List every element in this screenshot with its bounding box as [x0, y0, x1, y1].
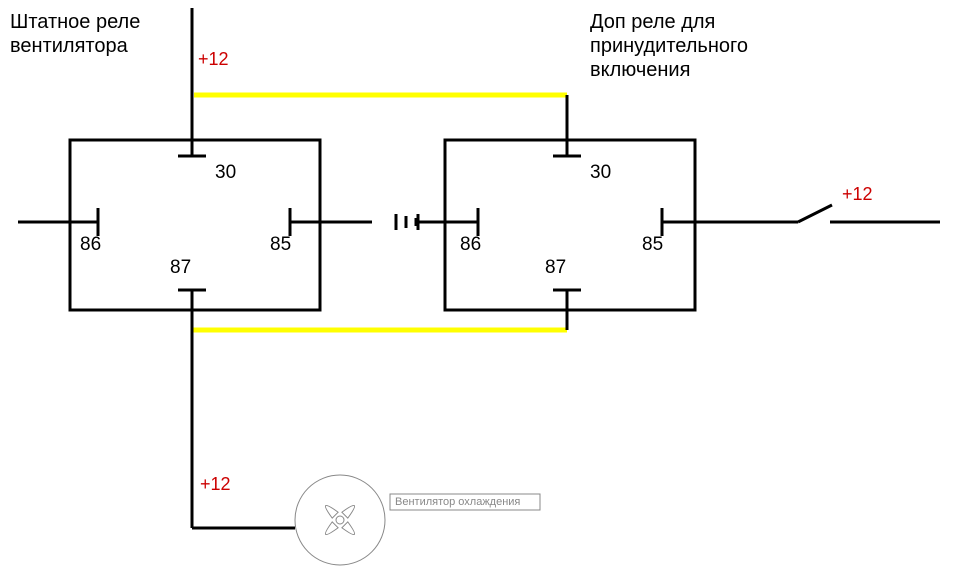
diagram-primitive [336, 516, 344, 524]
label-bottom_12: +12 [200, 474, 231, 494]
pin-label-30-right: 30 [590, 162, 611, 183]
pin-label-87-left: 87 [170, 257, 191, 278]
relay-diagram: Штатное релевентилятора Доп реле дляприну… [0, 0, 960, 585]
pin-label-87-right: 87 [545, 257, 566, 278]
left-relay-box [70, 140, 320, 310]
right-relay-title-line: Доп реле для [590, 11, 715, 33]
label-right_12: +12 [842, 184, 873, 204]
left-relay-title-line: Штатное реле [10, 11, 140, 33]
pin-label-30-left: 30 [215, 162, 236, 183]
diagram-primitive [325, 505, 338, 518]
pin-label-85-right: 85 [642, 234, 663, 255]
pin-label-85-left: 85 [270, 234, 291, 255]
left-relay-title-line: вентилятора [10, 35, 129, 57]
fan-caption: Вентилятор охлаждения [395, 496, 520, 508]
switch-blade [798, 205, 832, 222]
diagram-primitive [342, 522, 355, 535]
label-top_12: +12 [198, 49, 229, 69]
diagram-primitive [325, 522, 338, 535]
right-relay-box [445, 140, 695, 310]
pin-label-86-left: 86 [80, 234, 101, 255]
right-relay-title-line: включения [590, 59, 690, 81]
right-relay-title-line: принудительного [590, 35, 748, 57]
diagram-primitive [295, 475, 385, 565]
fan-icon [295, 475, 385, 565]
pin-label-86-right: 86 [460, 234, 481, 255]
diagram-primitive [342, 505, 355, 518]
